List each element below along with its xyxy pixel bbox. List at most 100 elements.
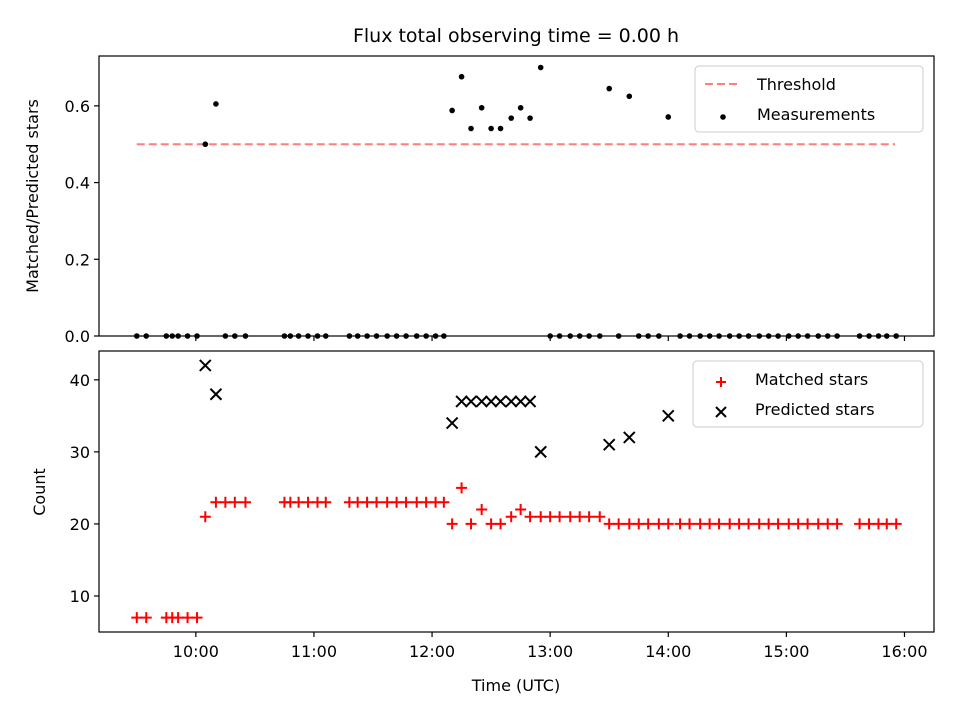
measurement-point <box>175 333 181 339</box>
measurement-point <box>213 101 219 107</box>
matched-stars-point <box>633 518 645 530</box>
measurement-point <box>756 333 763 339</box>
matched-stars-point <box>361 496 373 508</box>
legend-label: Threshold <box>756 75 836 94</box>
measurement-point <box>537 64 544 71</box>
matched-stars-point <box>446 518 458 530</box>
x-axis-label: Time (UTC) <box>471 676 560 695</box>
measurement-point <box>449 107 455 114</box>
legend-matched-swatch <box>716 377 726 387</box>
predicted-stars-point <box>455 395 468 408</box>
measurement-point <box>517 104 524 111</box>
measurement-point <box>736 333 742 339</box>
matched-stars-point <box>293 496 305 508</box>
measurement-point <box>314 333 321 339</box>
count-panel-ylabel: Count <box>30 468 49 516</box>
matched-stars-point <box>753 518 765 530</box>
matched-stars-point <box>890 518 902 530</box>
measurement-point <box>785 333 792 339</box>
matched-stars-point <box>623 518 635 530</box>
count-plot-frame <box>98 350 935 633</box>
matched-stars-point <box>400 496 412 508</box>
measurement-point <box>527 115 533 121</box>
predicted-stars-point <box>603 438 616 451</box>
count-xtick-label: 13:00 <box>527 642 573 661</box>
measurement-point <box>804 333 811 339</box>
matched-stars-point <box>564 511 576 523</box>
measurement-point <box>677 333 683 339</box>
count-xtick-label: 12:00 <box>409 642 455 661</box>
measurement-point <box>815 333 822 339</box>
ratio-ytick-label: 0.0 <box>65 327 90 346</box>
matched-stars-point <box>743 518 755 530</box>
matched-stars-point <box>574 511 586 523</box>
measurement-point <box>354 333 361 339</box>
count-ytick-label: 30 <box>70 443 90 462</box>
matched-stars-point <box>822 518 834 530</box>
measurement-point <box>745 333 752 339</box>
matched-stars-point <box>594 511 606 523</box>
count-xtick-label: 11:00 <box>291 642 337 661</box>
measurement-point <box>488 125 494 132</box>
measurement-point <box>497 125 504 132</box>
matched-stars-point <box>199 511 211 523</box>
measurement-point <box>883 333 890 339</box>
measurement-point <box>441 333 447 339</box>
measurement-point <box>635 333 642 339</box>
measurement-point <box>586 333 592 339</box>
matched-stars-point <box>662 518 674 530</box>
matched-stars-point <box>371 496 383 508</box>
measurement-point <box>373 333 380 339</box>
matched-stars-point <box>854 518 866 530</box>
matched-stars-point <box>131 612 143 624</box>
measurement-point <box>222 333 229 339</box>
legend-box <box>692 360 924 428</box>
legend-label: Predicted stars <box>755 400 875 419</box>
matched-stars-point <box>554 511 566 523</box>
matched-stars-point <box>456 482 468 494</box>
ratio-plot-frame <box>98 55 935 337</box>
legend-box <box>694 65 924 133</box>
matched-stars-point <box>544 511 556 523</box>
count-xtick-label: 15:00 <box>763 642 809 661</box>
measurement-point <box>726 333 733 339</box>
predicted-stars-point <box>523 395 537 408</box>
matched-stars-point <box>613 518 625 530</box>
predicted-stars-point <box>504 395 518 408</box>
matched-stars-point <box>391 496 403 508</box>
measurement-point <box>615 333 622 339</box>
measurement-point <box>706 333 713 339</box>
matched-stars-point <box>172 612 184 624</box>
matched-stars-point <box>792 518 804 530</box>
matched-stars-point <box>535 511 547 523</box>
predicted-stars-point <box>484 395 498 408</box>
matched-stars-point <box>515 504 527 516</box>
predicted-stars-point <box>662 409 675 423</box>
legend-predicted-swatch <box>715 406 727 418</box>
matched-stars-point <box>684 518 696 530</box>
count-xtick-label: 14:00 <box>645 642 691 661</box>
matched-stars-point <box>674 518 686 530</box>
measurement-point <box>322 333 329 339</box>
measurement-point <box>665 114 672 120</box>
measurement-point <box>232 333 238 339</box>
matched-stars-point <box>783 518 795 530</box>
measurement-point <box>468 125 474 132</box>
matched-stars-point <box>653 518 665 530</box>
measurement-point <box>169 333 176 339</box>
count-xtick-label: 10:00 <box>173 642 219 661</box>
matched-stars-point <box>476 504 488 516</box>
count-ytick-label: 10 <box>70 587 90 606</box>
ratio-ytick-label: 0.6 <box>65 97 90 116</box>
measurement-point <box>645 333 651 339</box>
matched-stars-point <box>320 496 332 508</box>
predicted-stars-point <box>534 445 547 459</box>
ratio-panel: Matched/Predicted stars 0.0 0.2 0.4 0.6 Thre… <box>23 55 935 346</box>
matched-stars-point <box>831 518 843 530</box>
predicted-stars-point <box>464 395 478 408</box>
count-legend: Matched stars Predicted stars <box>692 360 924 428</box>
measurement-point <box>364 333 370 339</box>
matched-stars-point <box>704 518 716 530</box>
predicted-stars-point <box>494 395 507 408</box>
